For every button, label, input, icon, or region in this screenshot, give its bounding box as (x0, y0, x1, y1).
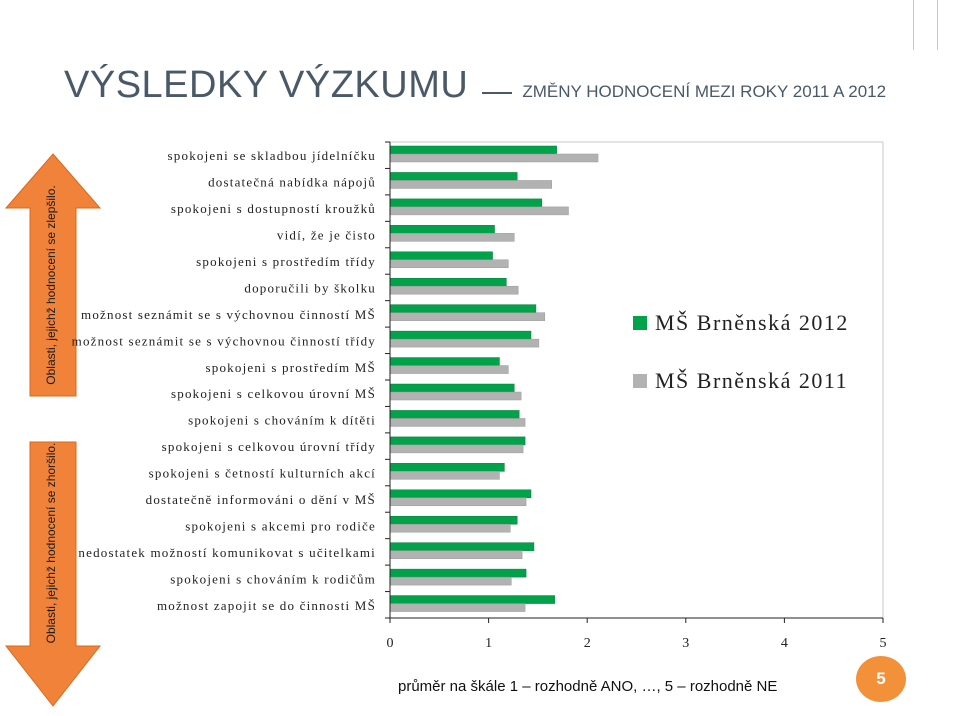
frame-line-left (913, 0, 914, 50)
bar-2012 (389, 463, 505, 472)
bar-2012 (389, 595, 555, 604)
category-label: spokojeni se skladbou jídelníčku (168, 148, 376, 163)
category-label: spokojeni s celkovou úrovní třídy (162, 439, 376, 454)
bar-2012 (389, 172, 518, 181)
legend-label-2011: MŠ Brněnská 2011 (655, 368, 848, 393)
arrow-up-icon (4, 153, 102, 397)
bar-2012 (389, 251, 493, 261)
x-tick-label: 1 (485, 636, 492, 651)
bar-2011 (389, 497, 527, 507)
bar-2012 (389, 145, 557, 155)
category-label: spokojeni s prostředím MŠ (206, 360, 376, 375)
x-tick-label: 0 (387, 636, 394, 651)
bar-2011 (389, 285, 519, 295)
bar-2012 (389, 277, 507, 287)
bar-2011 (389, 576, 512, 586)
bar-2012 (389, 515, 518, 525)
bar-2011 (389, 603, 526, 612)
bar-2011 (389, 259, 509, 269)
bar-2012 (389, 304, 537, 313)
bar-2012 (389, 330, 532, 340)
category-label: spokojeni s četností kulturních akcí (149, 466, 376, 481)
page-number-badge: 5 (856, 656, 906, 702)
bar-2011 (389, 312, 546, 321)
x-tick-label: 5 (880, 636, 887, 651)
bar-2011 (389, 180, 552, 189)
bar-2012 (389, 489, 532, 499)
bar-2011 (389, 338, 540, 348)
bar-2012 (389, 357, 500, 366)
bar-2011 (389, 550, 523, 559)
bar-2012 (389, 568, 527, 578)
scale-caption: průměr na škále 1 – rozhodně ANO, …, 5 –… (398, 678, 778, 695)
bar-2011 (389, 418, 526, 427)
x-tick-label: 2 (584, 636, 591, 651)
bar-2011 (389, 471, 500, 480)
bar-2011 (389, 391, 522, 401)
category-label: doporučili by školku (244, 280, 376, 295)
category-label: dostatečně informováni o dění v MŠ (146, 492, 376, 507)
x-tick-label: 4 (781, 636, 788, 651)
bar-2012 (389, 410, 520, 419)
legend-swatch-2011 (633, 374, 647, 388)
bar-2012 (389, 436, 526, 446)
bar-2011 (389, 206, 569, 216)
category-label: možnost zapojit se do činnosti MŠ (157, 598, 376, 613)
category-label: spokojeni s celkovou úrovní MŠ (171, 386, 376, 401)
legend-swatch-2012 (633, 316, 647, 330)
bar-2012 (389, 225, 495, 234)
category-label: dostatečná nabídka nápojů (208, 175, 376, 190)
x-tick-label: 3 (682, 636, 689, 651)
category-label: spokojeni s prostředím třídy (196, 254, 376, 269)
category-label: spokojeni s akcemi pro rodiče (185, 518, 376, 533)
category-label: vidí, že je čisto (277, 228, 376, 243)
category-label: spokojeni s dostupností kroužků (171, 201, 376, 216)
category-label: možnost seznámit se s výchovnou činností… (72, 333, 376, 348)
category-label: spokojeni s chováním k rodičům (170, 571, 376, 586)
frame-line-right (937, 0, 938, 50)
bar-2011 (389, 365, 509, 374)
category-label: nedostatek možností komunikovat s učitel… (78, 545, 376, 560)
arrow-down-icon (4, 441, 102, 707)
category-label: možnost seznámit se s výchovnou činností… (81, 307, 376, 322)
title-dash (482, 91, 513, 94)
slide-title: VÝSLEDKY VÝZKUMU ZMĚNY HODNOCENÍ MEZI ROK… (64, 64, 886, 107)
title-subtitle: ZMĚNY HODNOCENÍ MEZI ROKY 2011 A 2012 (522, 82, 887, 101)
bar-2012 (389, 383, 515, 393)
bar-2012 (389, 542, 535, 551)
title-main: VÝSLEDKY VÝZKUMU (64, 64, 469, 106)
bar-2011 (389, 444, 524, 454)
bar-2011 (389, 233, 515, 242)
legend-label-2012: MŠ Brněnská 2012 (655, 310, 849, 335)
bar-2011 (389, 523, 511, 533)
category-label: spokojeni s chováním k dítěti (188, 413, 376, 428)
bar-2011 (389, 153, 599, 163)
bar-2012 (389, 198, 543, 208)
